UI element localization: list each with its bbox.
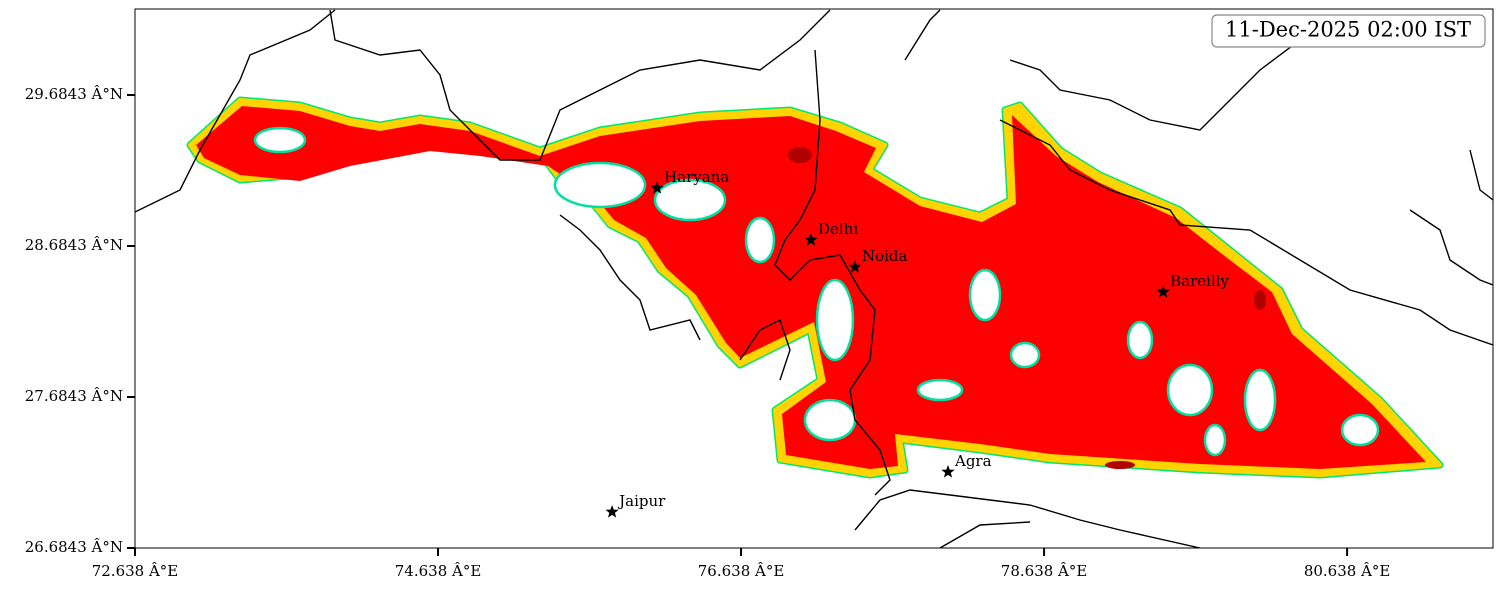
x-tick-label: 80.638 Â°E	[1304, 562, 1391, 580]
y-tick-label: 27.6843 Â°N	[25, 387, 123, 405]
place-label: Agra	[954, 452, 992, 470]
place-label: Jaipur	[617, 492, 666, 510]
place-marker	[650, 181, 664, 194]
x-tick-label: 76.638 Â°E	[698, 562, 785, 580]
annotation-box	[1211, 14, 1486, 48]
place-marker	[1156, 285, 1170, 298]
place-marker	[605, 505, 619, 518]
place-label: Noida	[862, 247, 908, 265]
place-marker	[941, 464, 955, 478]
place-label: Bareilly	[1170, 272, 1229, 290]
x-tick-label: 74.638 Â°E	[395, 562, 482, 580]
y-tick-label: 28.6843 Â°N	[25, 236, 123, 254]
place-label: Haryana	[664, 168, 729, 186]
x-tick-label: 78.638 Â°E	[1001, 562, 1088, 580]
boundaries	[135, 9, 1493, 548]
y-tick-label: 29.6843 Â°N	[25, 85, 123, 103]
place-marker	[804, 233, 818, 246]
contour-region	[186, 96, 1444, 479]
plot-frame	[134, 8, 1494, 549]
x-tick-label: 72.638 Â°E	[92, 562, 179, 580]
place-marker	[848, 260, 862, 273]
place-label: Delhi	[818, 220, 858, 238]
contours	[135, 9, 1493, 548]
y-tick-label: 26.6843 Â°N	[25, 538, 123, 556]
annotation: 11-Dec-2025 02:00 IST	[1225, 18, 1471, 42]
